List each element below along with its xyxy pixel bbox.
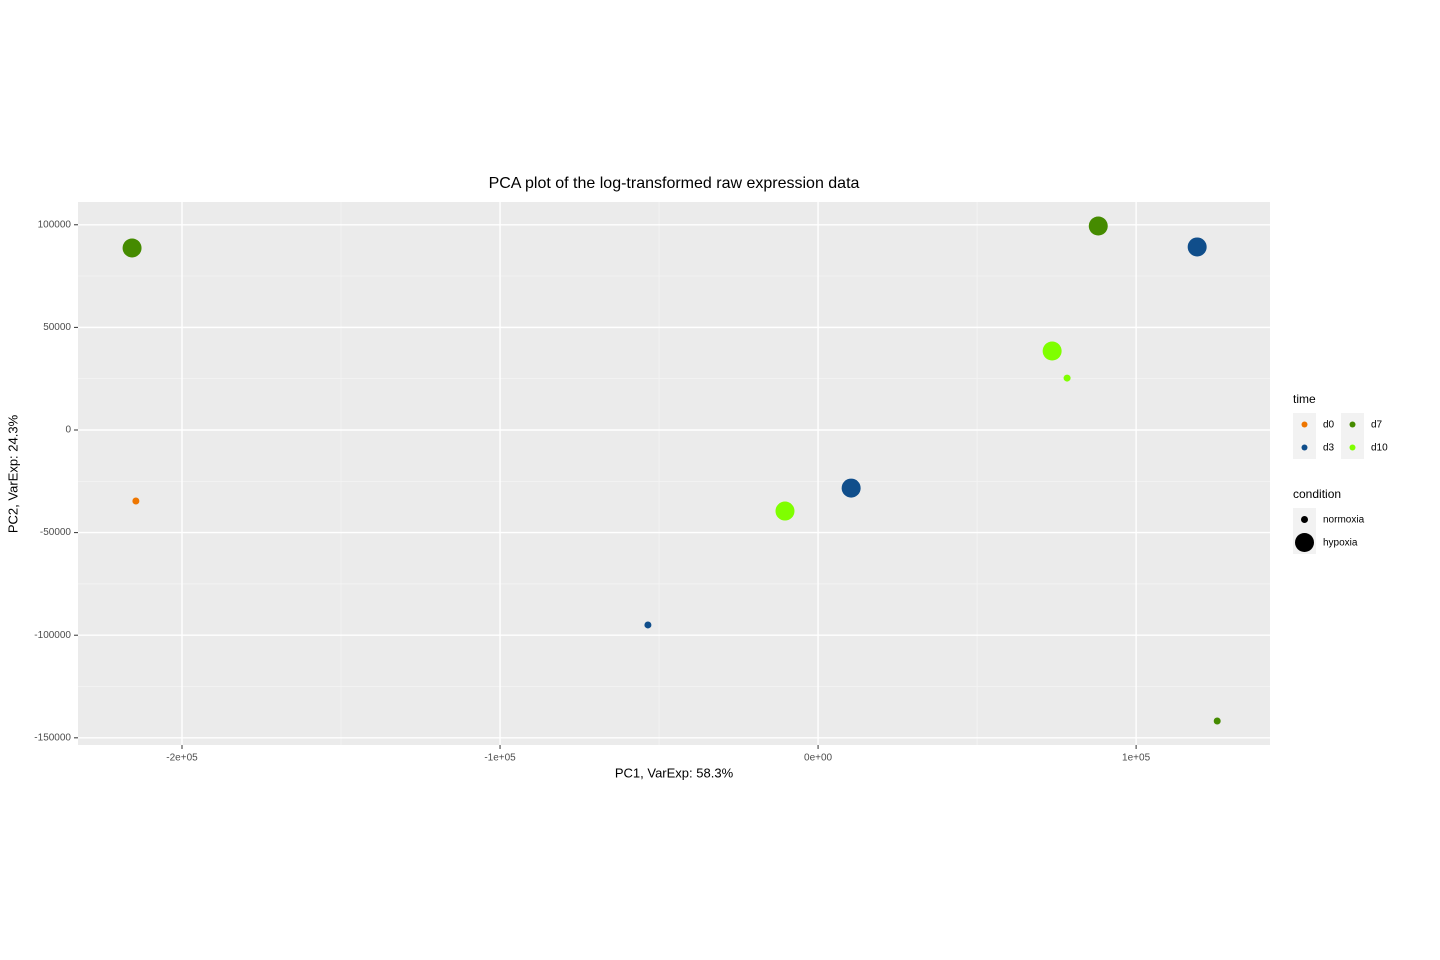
legend-swatch	[1295, 533, 1314, 552]
y-tick-label: -150000	[34, 732, 71, 743]
x-tick-label: 0e+00	[804, 753, 833, 764]
chart-title: PCA plot of the log-transformed raw expr…	[489, 175, 860, 192]
legend-label: d0	[1323, 420, 1335, 431]
point	[775, 501, 795, 521]
y-axis-label: PC2, VarExp: 24.3%	[5, 414, 20, 533]
point	[122, 238, 142, 258]
y-tick-label: 100000	[38, 219, 72, 230]
legend-title: time	[1293, 392, 1316, 406]
legend-label: hypoxia	[1323, 538, 1358, 549]
x-axis-label: PC1, VarExp: 58.3%	[615, 765, 734, 780]
y-tick-label: 0	[65, 425, 71, 436]
point	[132, 497, 140, 505]
point	[644, 621, 652, 629]
plot-panel	[78, 202, 1270, 745]
point	[1187, 237, 1207, 257]
legend-swatch	[1301, 421, 1308, 428]
legend-label: d7	[1371, 420, 1383, 431]
point	[1042, 341, 1062, 361]
point	[1063, 374, 1071, 382]
legend-title: condition	[1293, 487, 1341, 501]
legend-label: d10	[1371, 443, 1388, 454]
legend-label: normoxia	[1323, 515, 1365, 526]
point	[1213, 717, 1221, 725]
point	[1088, 216, 1108, 236]
x-tick-label: -1e+05	[484, 753, 516, 764]
y-tick-label: -50000	[40, 527, 72, 538]
legend-swatch	[1349, 421, 1356, 428]
x-tick-label: 1e+05	[1122, 753, 1151, 764]
point	[841, 478, 861, 498]
y-tick-label: -100000	[34, 630, 71, 641]
legend-swatch	[1301, 516, 1308, 523]
legend-swatch	[1349, 444, 1356, 451]
legend-label: d3	[1323, 443, 1335, 454]
legend-swatch	[1301, 444, 1308, 451]
y-tick-label: 50000	[43, 322, 71, 333]
x-tick-label: -2e+05	[166, 753, 198, 764]
